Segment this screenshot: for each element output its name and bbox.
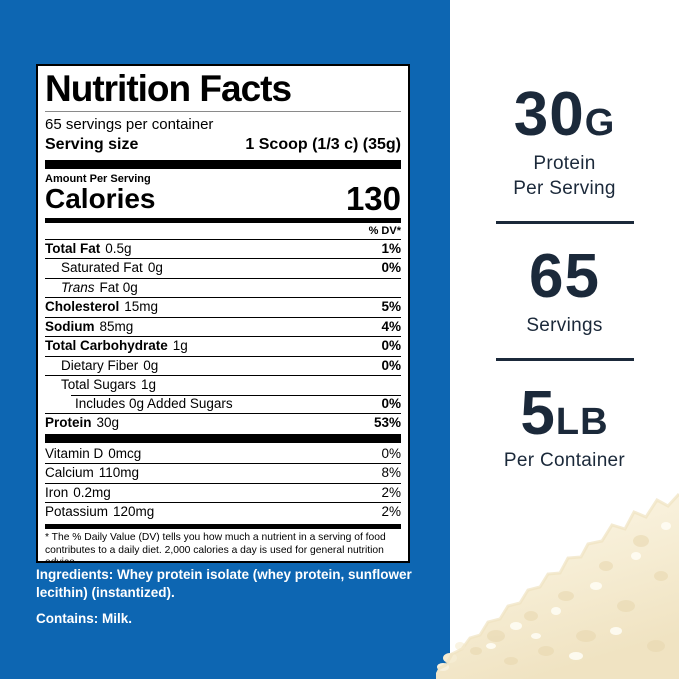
nutrient-rows: Total Fat 0.5g 1% Saturated Fat 0g 0% Tr… (45, 240, 401, 433)
nutrient-row-protein: Protein 30g 53% (45, 413, 401, 433)
serving-size-row: Serving size 1 Scoop (1/3 c) (35g) (45, 134, 401, 159)
ingredients-text: Ingredients: Whey protein isolate (whey … (36, 567, 412, 600)
stat-servings: 65 Servings (450, 242, 679, 338)
weight-value: 5LB (520, 379, 609, 449)
nutrient-row-sodium: Sodium 85mg 4% (45, 316, 401, 337)
calories-label: Calories (45, 182, 156, 214)
daily-value-header: % DV* (45, 223, 401, 240)
ingredients-section: Ingredients: Whey protein isolate (whey … (36, 566, 420, 628)
calories-value: 130 (345, 179, 401, 217)
stat-protein-per-serving: 30G Protein Per Serving (450, 0, 679, 201)
vitamin-row-vitamin-d: Vitamin D 0mcg 0% (45, 445, 401, 461)
nutrition-facts-label: Nutrition Facts 65 servings per containe… (36, 64, 410, 563)
title-divider (45, 110, 401, 112)
contains-text: Contains: Milk. (36, 611, 133, 627)
nutrient-row-cholesterol: Cholesterol 15mg 5% (45, 297, 401, 317)
thick-bar (45, 433, 401, 443)
protein-powder-image (436, 492, 679, 679)
thick-bar (45, 159, 401, 169)
nutrient-row-added-sugars: Includes 0g Added Sugars 0% (45, 394, 401, 414)
servings-caption: Servings (526, 315, 603, 337)
protein-grams-value: 30G (513, 80, 616, 149)
medium-bar (45, 524, 401, 529)
stat-divider (495, 358, 634, 362)
vitamin-row-potassium: Potassium 120mg 2% (45, 502, 401, 522)
daily-value-footnote: * The % Daily Value (DV) tells you how m… (45, 532, 386, 563)
medium-bar (45, 217, 401, 223)
protein-caption: Protein Per Serving (513, 153, 616, 200)
nutrient-row-total-fat: Total Fat 0.5g 1% (45, 240, 401, 256)
nutrient-row-total-sugars: Total Sugars 1g (45, 375, 401, 395)
servings-count-value: 65 (529, 242, 600, 312)
weight-caption: Per Container (503, 450, 626, 472)
nutrient-row-total-carbohydrate: Total Carbohydrate 1g 0% (45, 336, 401, 356)
nutrient-row-trans-fat: Trans Fat 0g (45, 277, 401, 298)
serving-size-value: 1 Scoop (1/3 c) (35g) (245, 135, 401, 153)
nutrition-facts-title: Nutrition Facts (45, 68, 292, 109)
servings-per-container: 65 servings per container (45, 115, 214, 133)
vitamin-rows: Vitamin D 0mcg 0% Calcium 110mg 8% Iron … (45, 445, 401, 522)
stat-container-weight: 5LB Per Container (450, 379, 679, 473)
nutrient-row-saturated-fat: Saturated Fat 0g 0% (45, 258, 401, 278)
stat-divider (495, 221, 634, 225)
nutrient-row-dietary-fiber: Dietary Fiber 0g 0% (45, 355, 401, 376)
vitamin-row-calcium: Calcium 110mg 8% (45, 463, 401, 483)
vitamin-row-iron: Iron 0.2mg 2% (45, 482, 401, 503)
serving-size-label: Serving size (45, 135, 139, 153)
calories-row: Calories 130 (45, 179, 401, 217)
highlights-panel: 30G Protein Per Serving 65 Servings 5LB … (450, 0, 679, 679)
amount-per-serving-label: Amount Per Serving (45, 172, 151, 185)
